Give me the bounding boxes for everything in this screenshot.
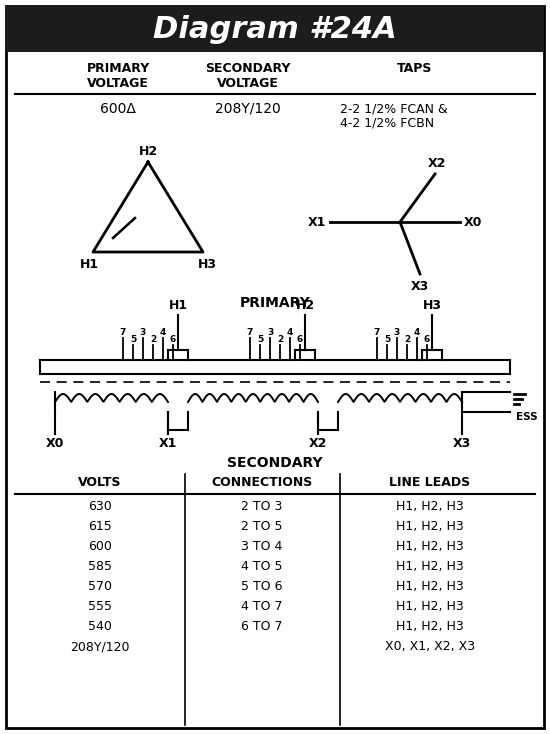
Text: X0: X0 [46, 437, 64, 450]
Text: ESS: ESS [516, 412, 538, 422]
Text: Diagram #24A: Diagram #24A [153, 15, 397, 43]
Text: PRIMARY
VOLTAGE: PRIMARY VOLTAGE [86, 62, 150, 90]
Text: 6: 6 [424, 335, 430, 344]
Text: 4 TO 5: 4 TO 5 [241, 560, 283, 573]
Text: 7: 7 [247, 328, 253, 337]
Text: H1, H2, H3: H1, H2, H3 [396, 620, 464, 633]
Text: 7: 7 [374, 328, 380, 337]
Text: 570: 570 [88, 580, 112, 593]
Text: X1: X1 [159, 437, 177, 450]
Text: 3: 3 [267, 328, 273, 337]
Text: 2: 2 [277, 335, 283, 344]
Text: H1, H2, H3: H1, H2, H3 [396, 540, 464, 553]
Text: X3: X3 [411, 280, 429, 293]
Text: 540: 540 [88, 620, 112, 633]
Text: SECONDARY
VOLTAGE: SECONDARY VOLTAGE [205, 62, 291, 90]
Text: 6: 6 [297, 335, 303, 344]
Text: 4 TO 7: 4 TO 7 [241, 600, 283, 613]
Text: 208Y/120: 208Y/120 [215, 102, 281, 116]
Text: H1, H2, H3: H1, H2, H3 [396, 580, 464, 593]
Text: 4-2 1/2% FCBN: 4-2 1/2% FCBN [340, 116, 434, 129]
Text: 2: 2 [150, 335, 156, 344]
Text: 5: 5 [257, 335, 263, 344]
Text: X0: X0 [464, 216, 482, 228]
Text: H1, H2, H3: H1, H2, H3 [396, 500, 464, 513]
Text: 7: 7 [120, 328, 126, 337]
Text: 2 TO 5: 2 TO 5 [241, 520, 283, 533]
Text: 5: 5 [384, 335, 390, 344]
Text: 3: 3 [394, 328, 400, 337]
Text: H2: H2 [295, 299, 315, 312]
Text: X2: X2 [309, 437, 327, 450]
Text: 615: 615 [88, 520, 112, 533]
FancyBboxPatch shape [6, 6, 544, 52]
Text: 4: 4 [414, 328, 420, 337]
Text: 555: 555 [88, 600, 112, 613]
Text: 5: 5 [130, 335, 136, 344]
Text: 6 TO 7: 6 TO 7 [241, 620, 283, 633]
Text: PRIMARY: PRIMARY [240, 296, 310, 310]
Text: CONNECTIONS: CONNECTIONS [211, 476, 312, 489]
Text: 4: 4 [287, 328, 293, 337]
Text: H3: H3 [197, 258, 217, 271]
Text: SECONDARY: SECONDARY [227, 456, 323, 470]
Text: 2 TO 3: 2 TO 3 [241, 500, 283, 513]
Text: 3: 3 [140, 328, 146, 337]
Text: X0, X1, X2, X3: X0, X1, X2, X3 [385, 640, 475, 653]
FancyBboxPatch shape [6, 6, 544, 728]
Text: X2: X2 [428, 157, 446, 170]
Text: TAPS: TAPS [397, 62, 433, 75]
Text: VOLTS: VOLTS [78, 476, 122, 489]
Text: LINE LEADS: LINE LEADS [389, 476, 471, 489]
Text: H1, H2, H3: H1, H2, H3 [396, 600, 464, 613]
Text: 208Y/120: 208Y/120 [70, 640, 130, 653]
Text: 6: 6 [170, 335, 176, 344]
Text: 585: 585 [88, 560, 112, 573]
Text: 4: 4 [160, 328, 166, 337]
Text: 3 TO 4: 3 TO 4 [241, 540, 283, 553]
Text: H1: H1 [168, 299, 188, 312]
Text: X3: X3 [453, 437, 471, 450]
Text: 5 TO 6: 5 TO 6 [241, 580, 283, 593]
Text: H2: H2 [139, 145, 157, 158]
Text: H1, H2, H3: H1, H2, H3 [396, 560, 464, 573]
Text: X1: X1 [307, 216, 326, 228]
Text: H1, H2, H3: H1, H2, H3 [396, 520, 464, 533]
Text: 2: 2 [404, 335, 410, 344]
Text: 600: 600 [88, 540, 112, 553]
Text: 600Δ: 600Δ [100, 102, 136, 116]
Text: H3: H3 [422, 299, 442, 312]
Text: 2-2 1/2% FCAN &: 2-2 1/2% FCAN & [340, 102, 448, 115]
Text: H1: H1 [79, 258, 98, 271]
Text: 630: 630 [88, 500, 112, 513]
